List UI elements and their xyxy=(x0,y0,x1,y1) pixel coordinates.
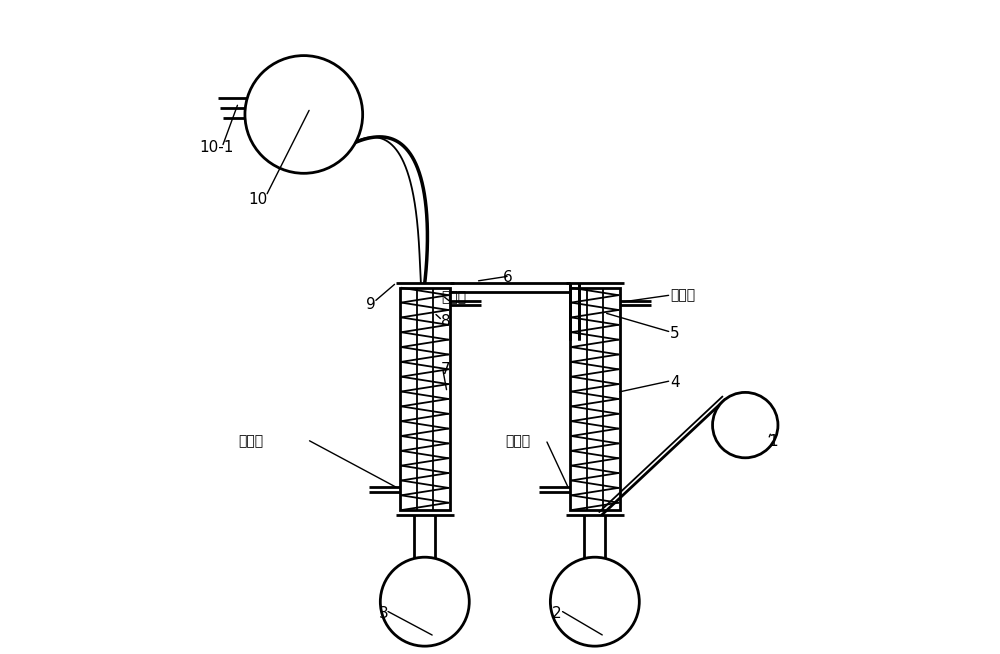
Circle shape xyxy=(550,557,639,646)
Text: 出水口: 出水口 xyxy=(670,288,695,303)
Text: 进水口: 进水口 xyxy=(238,434,264,449)
Text: 3: 3 xyxy=(379,606,389,621)
Text: 6: 6 xyxy=(503,271,513,285)
Text: 1: 1 xyxy=(768,434,778,449)
Bar xyxy=(570,288,620,510)
Text: 出水口: 出水口 xyxy=(441,290,466,305)
Circle shape xyxy=(713,392,778,458)
Circle shape xyxy=(380,557,469,646)
Text: 8: 8 xyxy=(441,315,451,329)
Text: 4: 4 xyxy=(670,375,680,390)
Circle shape xyxy=(245,56,363,173)
Text: 10-1: 10-1 xyxy=(199,140,234,154)
Text: 5: 5 xyxy=(670,326,680,341)
Text: 2: 2 xyxy=(552,606,562,621)
Bar xyxy=(400,288,450,510)
Text: 9: 9 xyxy=(366,297,376,311)
Text: 7: 7 xyxy=(441,362,451,377)
Text: 进水口: 进水口 xyxy=(505,434,530,449)
Text: 10: 10 xyxy=(248,192,267,207)
